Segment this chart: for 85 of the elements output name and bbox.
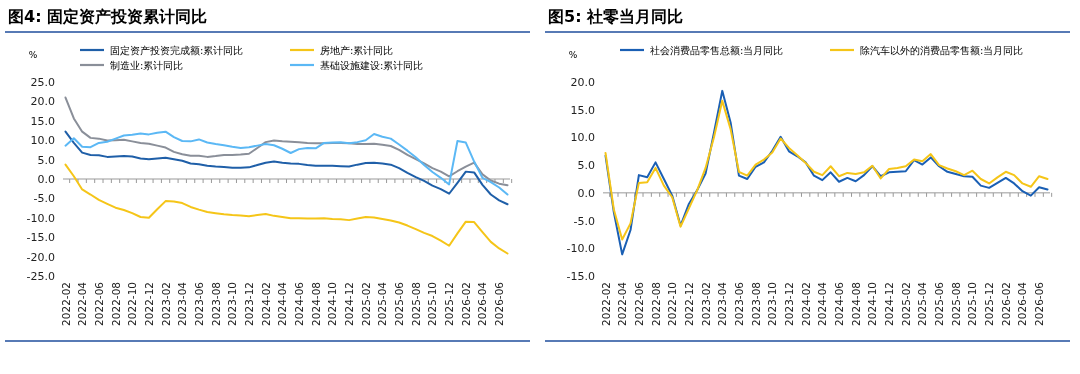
x-tick-label: 2024-12: [343, 282, 356, 326]
x-tick-label: 2022-06: [632, 281, 645, 326]
x-tick-label: 2025-02: [359, 282, 372, 326]
x-tick-label: 2022-10: [666, 282, 679, 326]
y-tick-label: -10.0: [566, 242, 595, 256]
x-tick-label: 2024-04: [816, 281, 829, 326]
x-tick-label: 2025-02: [899, 282, 912, 326]
x-tick-label: 2025-08: [949, 282, 962, 326]
legend-label: 制造业:累计同比: [110, 59, 184, 71]
x-tick-label: 2024-04: [276, 281, 289, 326]
x-tick-label: 2023-08: [749, 282, 762, 326]
y-tick-label: -15.0: [566, 270, 595, 283]
y-tick-label: -10.0: [26, 211, 55, 225]
y-tick-label: -15.0: [26, 231, 55, 245]
y-axis-title: %: [568, 50, 578, 60]
y-tick-label: 0.0: [577, 186, 595, 200]
x-tick-label: 2025-10: [966, 282, 979, 326]
x-tick-label: 2024-08: [309, 282, 322, 326]
legend-label: 房地产:累计同比: [320, 44, 394, 56]
y-tick-label: 15.0: [570, 103, 595, 117]
x-tick-label: 2022-12: [682, 282, 695, 326]
x-tick-label: 2023-02: [159, 282, 172, 326]
x-tick-label: 2025-10: [426, 282, 439, 326]
x-tick-label: 2023-08: [209, 282, 222, 326]
y-tick-label: 15.0: [30, 114, 55, 128]
x-tick-label: 2024-02: [799, 282, 812, 326]
x-tick-label: 2024-06: [293, 281, 306, 326]
y-tick-label: 25.0: [30, 76, 55, 89]
x-tick-label: 2022-08: [109, 282, 122, 326]
x-tick-label: 2024-10: [326, 282, 339, 326]
chart-title: 图4: 固定资产投资累计同比: [8, 7, 208, 26]
x-tick-label: 2026-02: [459, 282, 472, 326]
y-tick-label: 20.0: [570, 76, 595, 89]
x-tick-label: 2026-04: [1016, 281, 1029, 326]
legend-label: 固定资产投资完成额:累计同比: [110, 44, 244, 56]
x-tick-label: 2022-02: [59, 282, 72, 326]
y-tick-label: 20.0: [30, 95, 55, 109]
x-tick-label: 2025-06: [393, 281, 406, 326]
x-tick-label: 2023-02: [699, 282, 712, 326]
legend-label: 除汽车以外的消费品零售额:当月同比: [860, 44, 1024, 56]
x-tick-label: 2023-10: [766, 282, 779, 326]
x-tick-label: 2024-06: [833, 281, 846, 326]
x-tick-label: 2022-02: [599, 282, 612, 326]
x-tick-label: 2023-10: [226, 282, 239, 326]
x-tick-label: 2023-04: [176, 281, 189, 326]
x-tick-label: 2026-06: [493, 281, 506, 326]
x-tick-label: 2023-12: [782, 282, 795, 326]
chart-title: 图5: 社零当月同比: [548, 7, 684, 26]
x-tick-label: 2022-04: [616, 281, 629, 326]
x-tick-label: 2022-08: [649, 282, 662, 326]
y-tick-label: 10.0: [570, 131, 595, 145]
y-axis-title: %: [28, 50, 38, 60]
y-tick-label: 0.0: [37, 173, 55, 186]
y-tick-label: -5.0: [573, 214, 595, 228]
x-tick-label: 2025-04: [916, 281, 929, 326]
x-tick-label: 2025-06: [933, 281, 946, 326]
y-tick-label: 10.0: [30, 134, 55, 148]
x-tick-label: 2026-02: [999, 282, 1012, 326]
line-series: [64, 96, 509, 187]
x-tick-label: 2026-06: [1033, 281, 1046, 326]
x-tick-label: 2022-06: [92, 281, 105, 326]
legend-label: 社会消费品零售总额:当月同比: [650, 44, 784, 56]
y-tick-label: -25.0: [26, 270, 55, 283]
x-tick-label: 2023-12: [242, 282, 255, 326]
x-tick-label: 2022-12: [142, 282, 155, 326]
y-tick-label: 5.0: [577, 159, 595, 173]
x-tick-label: 2023-06: [192, 281, 205, 326]
x-tick-label: 2024-02: [259, 282, 272, 326]
x-tick-label: 2026-04: [476, 281, 489, 326]
x-tick-label: 2025-12: [443, 282, 456, 326]
x-tick-label: 2025-04: [376, 281, 389, 326]
x-tick-label: 2022-10: [126, 282, 139, 326]
x-tick-label: 2024-12: [883, 282, 896, 326]
x-tick-label: 2023-06: [732, 281, 745, 326]
x-tick-label: 2024-08: [849, 282, 862, 326]
y-tick-label: -20.0: [26, 250, 55, 264]
legend-label: 基础设施建设:累计同比: [320, 59, 424, 71]
y-tick-label: 5.0: [37, 153, 55, 167]
x-tick-label: 2022-04: [76, 281, 89, 326]
y-tick-label: -5.0: [33, 192, 55, 206]
line-series: [64, 163, 509, 255]
x-tick-label: 2024-10: [866, 282, 879, 326]
x-tick-label: 2025-08: [409, 282, 422, 326]
x-tick-label: 2025-12: [983, 282, 996, 326]
x-tick-label: 2023-04: [716, 281, 729, 326]
